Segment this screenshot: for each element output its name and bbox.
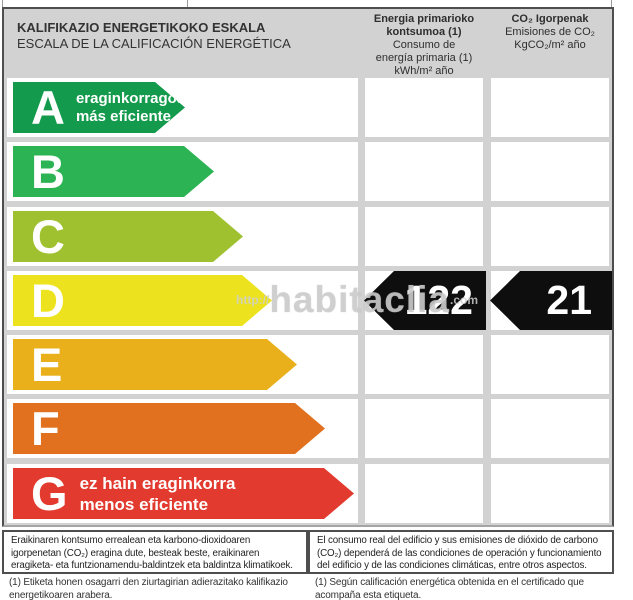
top-strip-right-line (611, 0, 612, 7)
footnote-basque: (1) Etiketa honen osagarri den ziurtagir… (9, 577, 288, 600)
energy-value: 122 (404, 277, 473, 323)
rating-row-e: E (4, 335, 612, 394)
rating-a-note-spanish: más eficiente (75, 107, 171, 125)
energy-header-line3: Consumo de (392, 39, 456, 51)
rating-letter-e: E (31, 338, 63, 391)
co2-cell-f (491, 399, 609, 458)
rating-letter-b: B (31, 145, 65, 198)
co2-cell-g (491, 464, 609, 523)
rating-arrow-e: E (13, 339, 297, 390)
co2-column-header: CO₂ Igorpenak Emisiones de CO₂ KgCO₂/m² … (491, 13, 609, 52)
co2-value-arrow: 21 (490, 271, 612, 330)
co2-value: 21 (546, 277, 592, 323)
rating-g-note-basque: ez hain eraginkorra (79, 473, 236, 493)
footer-info-basque: Eraikinaren kontsumo errealean eta karbo… (2, 530, 308, 574)
energy-column-header: Energia primarioko kontsumoa (1) Consumo… (365, 13, 483, 78)
energy-header-line1: Energia primarioko (373, 13, 475, 25)
footnote-spanish: (1) Según calificación energética obteni… (315, 577, 584, 600)
co2-header-line1: CO₂ Igorpenak (511, 13, 589, 25)
scale-cell-d: D (7, 271, 358, 330)
top-cutoff-strip (0, 0, 633, 7)
rating-row-g: G ez hain eraginkorra menos eficiente (4, 464, 612, 523)
rating-row-a: A eraginkorragoa más eficiente (4, 78, 612, 137)
rating-g-note-spanish: menos eficiente (79, 494, 209, 514)
rating-letter-a: A (31, 81, 65, 134)
footer-info-spanish: El consumo real del edificio y sus emisi… (308, 530, 614, 574)
rating-arrow-f: F (13, 403, 325, 454)
scale-cell-e: E (7, 335, 358, 394)
energy-cell-e (365, 335, 483, 394)
energy-cell-c (365, 207, 483, 266)
rating-a-note: eraginkorragoa más eficiente (76, 90, 185, 126)
scale-title-basque: KALIFIKAZIO ENERGETIKOKO ESKALA (17, 20, 266, 35)
rating-arrow-c: C (13, 211, 243, 262)
rating-letter-f: F (31, 402, 60, 455)
rating-row-c: C (4, 207, 612, 266)
co2-header-line2: Emisiones de CO₂ (505, 26, 595, 38)
scale-cell-f: F (7, 399, 358, 458)
rating-scale-panel: KALIFIKAZIO ENERGETIKOKO ESKALA ESCALA D… (2, 7, 614, 527)
scale-title-spanish: ESCALA DE LA CALIFICACIÓN ENERGÉTICA (17, 36, 291, 51)
co2-cell-c (491, 207, 609, 266)
rating-row-f: F (4, 399, 612, 458)
rating-arrow-d: D (13, 275, 272, 326)
co2-cell-b (491, 142, 609, 201)
co2-cell-a (491, 78, 609, 137)
rating-arrow-a: A eraginkorragoa más eficiente (13, 82, 185, 133)
top-strip-divider-line (187, 0, 188, 7)
energy-cell-f (365, 399, 483, 458)
scale-cell-c: C (7, 207, 358, 266)
energy-header-line2: kontsumoa (1) (386, 26, 462, 38)
scale-cell-b: B (7, 142, 358, 201)
scale-cell-g: G ez hain eraginkorra menos eficiente (7, 464, 358, 523)
energy-cell-b (365, 142, 483, 201)
energy-cell-g (365, 464, 483, 523)
rating-row-b: B (4, 142, 612, 201)
energy-header-line4: energía primaria (1) (375, 52, 473, 64)
rating-letter-d: D (31, 274, 65, 327)
rating-row-d: D 122 21 (4, 271, 612, 330)
co2-header-units: KgCO₂/m² año (514, 39, 586, 51)
top-strip-left-line (2, 0, 3, 7)
rating-g-note: ez hain eraginkorra menos eficiente (80, 473, 236, 515)
rating-letter-g: G (31, 467, 68, 520)
energy-cell-a (365, 78, 483, 137)
energy-header-units: kWh/m² año (394, 65, 454, 77)
scale-cell-a: A eraginkorragoa más eficiente (7, 78, 358, 137)
scale-title: KALIFIKAZIO ENERGETIKOKO ESKALA ESCALA D… (17, 20, 362, 52)
rating-a-note-basque: eraginkorragoa (75, 89, 186, 107)
rating-letter-c: C (31, 210, 65, 263)
rating-arrow-b: B (13, 146, 214, 197)
rating-arrow-g: G ez hain eraginkorra menos eficiente (13, 468, 354, 519)
co2-cell-e (491, 335, 609, 394)
energy-value-arrow: 122 (364, 271, 486, 330)
